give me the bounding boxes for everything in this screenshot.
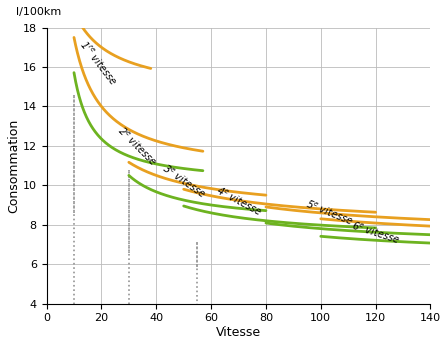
Text: 3$^{e}$ vitesse: 3$^{e}$ vitesse [159,162,208,201]
X-axis label: Vitesse: Vitesse [216,326,261,339]
Text: 5$^{e}$ vitesse: 5$^{e}$ vitesse [304,198,354,228]
Text: 2$^{e}$ vitesse: 2$^{e}$ vitesse [115,124,159,168]
Text: 6$^{e}$ vitesse: 6$^{e}$ vitesse [350,219,401,246]
Text: 1$^{re}$ vitesse: 1$^{re}$ vitesse [77,38,120,88]
Text: l/100km: l/100km [16,7,61,17]
Y-axis label: Consommation: Consommation [7,118,20,213]
Text: 4$^{e}$ vitesse: 4$^{e}$ vitesse [214,184,263,218]
